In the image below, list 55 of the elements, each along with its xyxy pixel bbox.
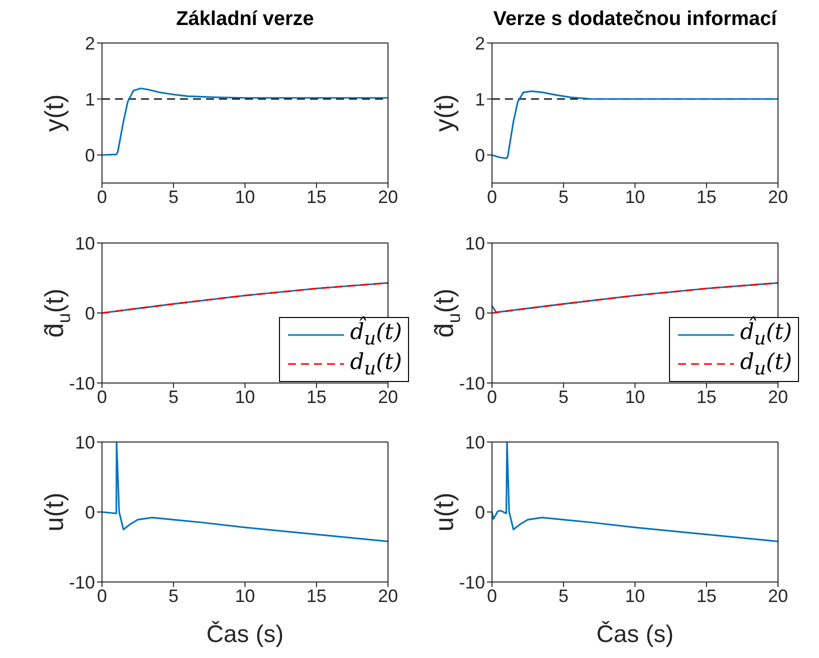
x-tick-label: 10 [624, 586, 646, 606]
legend-label: d$_{u}$(t) [350, 350, 402, 379]
y-tick-label: -10 [68, 373, 95, 394]
x-tick-label: 20 [768, 186, 788, 207]
y-tick-label: 1 [474, 89, 485, 110]
x-tick-label: 20 [768, 586, 788, 606]
x-tick-label: 15 [696, 186, 717, 207]
y-tick-label: -10 [458, 572, 485, 592]
chart-title: Verze s dodatečnou informací [492, 8, 778, 31]
x-tick-label: 5 [558, 586, 569, 606]
y-tick-label: 0 [84, 145, 95, 166]
y-tick-label: -10 [458, 373, 485, 394]
y-axis-title: y(t) [429, 94, 459, 132]
x-tick-label: 15 [306, 586, 327, 606]
y-tick-label: -10 [68, 572, 95, 592]
y-axis-title: u(t) [429, 492, 459, 532]
line-series [102, 282, 388, 314]
chart-title: Základní verze [175, 8, 315, 31]
y-tick-label: 1 [84, 89, 95, 110]
y-tick-label: 10 [464, 233, 485, 254]
line-series [492, 90, 778, 160]
x-tick-label: 15 [306, 386, 327, 407]
x-tick-label: 20 [768, 386, 788, 407]
x-axis-title: Čas (s) [596, 621, 674, 648]
y-axis-title: u(t) [39, 492, 69, 532]
y-tick-label: 2 [84, 33, 95, 54]
y-tick-label: 0 [474, 145, 485, 166]
x-tick-label: 15 [306, 186, 327, 207]
x-tick-label: 5 [168, 586, 179, 606]
y-tick-label: 0 [84, 303, 95, 324]
x-tick-label: 5 [168, 186, 179, 207]
y-tick-label: 0 [84, 502, 95, 522]
x-tick-label: 5 [558, 386, 569, 407]
x-tick-label: 5 [558, 186, 569, 207]
x-tick-label: 15 [696, 586, 717, 606]
x-tick-label: 10 [624, 186, 646, 207]
x-tick-label: 10 [234, 586, 256, 606]
x-tick-label: 20 [378, 586, 398, 606]
y-axis-title: y(t) [39, 94, 69, 132]
x-tick-label: 10 [234, 186, 256, 207]
legend-label: d$_{u}$(t) [740, 350, 792, 379]
y-tick-label: 0 [474, 502, 485, 522]
x-tick-label: 15 [696, 386, 717, 407]
y-tick-label: 10 [464, 432, 485, 452]
x-axis-title: Čas (s) [206, 621, 284, 648]
x-tick-label: 20 [378, 186, 398, 207]
y-tick-label: 2 [474, 33, 485, 54]
y-tick-label: 0 [474, 303, 485, 324]
line-series [102, 88, 388, 156]
y-tick-label: 10 [74, 233, 95, 254]
x-tick-label: 10 [234, 386, 256, 407]
x-tick-label: 10 [624, 386, 646, 407]
y-tick-label: 10 [74, 432, 95, 452]
x-tick-label: 20 [378, 386, 398, 407]
x-tick-label: 5 [168, 386, 179, 407]
